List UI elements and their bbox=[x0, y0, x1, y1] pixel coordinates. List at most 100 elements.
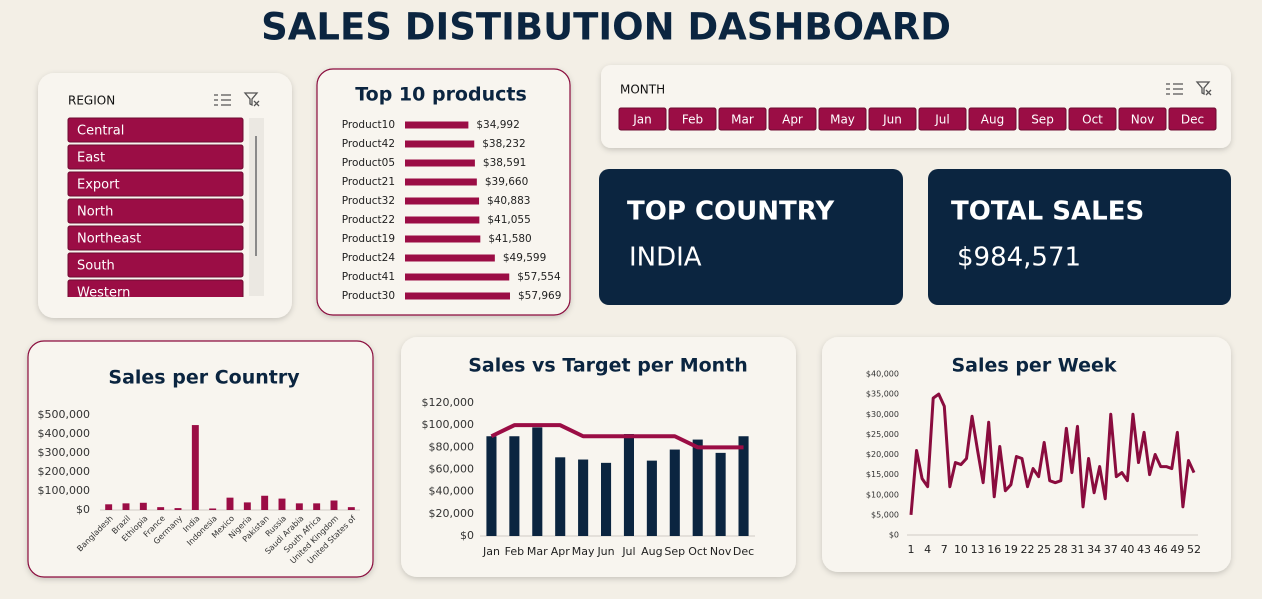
bar bbox=[578, 459, 589, 536]
y-tick-label: $0 bbox=[460, 529, 474, 542]
slicer-item-label[interactable]: Sep bbox=[1031, 113, 1054, 127]
y-tick-label: $35,000 bbox=[866, 390, 899, 399]
slicer-item-label[interactable]: East bbox=[77, 151, 105, 166]
slicer-item[interactable] bbox=[1118, 107, 1167, 131]
chart-title: Sales per Country bbox=[108, 367, 300, 389]
bar bbox=[405, 292, 510, 300]
clear-filter-icon[interactable] bbox=[243, 81, 1212, 107]
x-tick-label: 13 bbox=[971, 543, 985, 556]
kpi-card bbox=[928, 169, 1231, 305]
x-tick-label: 31 bbox=[1070, 543, 1084, 556]
y-tick-label: $20,000 bbox=[866, 450, 899, 459]
x-tick-label: Sep bbox=[664, 545, 685, 558]
x-tick-label: 28 bbox=[1054, 543, 1068, 556]
bar bbox=[532, 427, 543, 536]
slicer-item-label[interactable]: Jul bbox=[934, 113, 949, 127]
bar bbox=[405, 121, 469, 129]
slicer-item-label[interactable]: Nov bbox=[1131, 113, 1154, 127]
x-tick-label: 34 bbox=[1087, 543, 1101, 556]
x-tick-label: Oct bbox=[688, 545, 708, 558]
y-tick-label: $300,000 bbox=[38, 446, 91, 459]
slicer-item[interactable] bbox=[67, 225, 244, 251]
y-tick-label: $500,000 bbox=[38, 408, 91, 421]
multi-select-icon[interactable] bbox=[214, 83, 1183, 106]
slicer-item[interactable] bbox=[67, 144, 244, 170]
slicer-item-label[interactable]: Apr bbox=[782, 113, 803, 127]
slicer-item[interactable] bbox=[868, 107, 917, 131]
slicer-item[interactable] bbox=[67, 279, 244, 304]
x-tick-label: 40 bbox=[1120, 543, 1134, 556]
slicer-item[interactable] bbox=[67, 198, 244, 224]
line bbox=[909, 392, 1196, 516]
slicer-item[interactable] bbox=[618, 107, 667, 131]
x-tick-label: Jan bbox=[482, 545, 500, 558]
x-tick-label: Aug bbox=[641, 545, 662, 558]
bar bbox=[486, 436, 497, 536]
slicer-item[interactable] bbox=[67, 171, 244, 197]
x-tick-label: Jul bbox=[621, 545, 635, 558]
slicer-item-label[interactable]: Aug bbox=[981, 113, 1004, 127]
slicer-item-label[interactable]: Dec bbox=[1181, 113, 1204, 127]
slicer-item-label[interactable]: Oct bbox=[1082, 113, 1103, 127]
y-tick-label: Product30 bbox=[342, 290, 395, 302]
y-tick-label: Product10 bbox=[342, 119, 395, 131]
y-tick-label: Product24 bbox=[342, 252, 396, 264]
slicer-item-label[interactable]: North bbox=[77, 205, 113, 220]
y-tick-label: Product19 bbox=[342, 233, 395, 245]
bar bbox=[509, 436, 520, 536]
kpi-label: TOP COUNTRY bbox=[627, 197, 835, 227]
slicer-item-label[interactable]: Feb bbox=[682, 113, 703, 127]
slicer-item-label[interactable]: Western bbox=[77, 286, 130, 301]
slicer-item[interactable] bbox=[67, 117, 244, 143]
slicer-item-label[interactable]: Jun bbox=[882, 113, 902, 127]
slicer-item[interactable] bbox=[67, 252, 244, 278]
slicer-item-label[interactable]: Export bbox=[77, 178, 120, 193]
x-tick-label: 52 bbox=[1187, 543, 1201, 556]
slicer-item[interactable] bbox=[1168, 107, 1217, 131]
x-tick-label: 46 bbox=[1154, 543, 1168, 556]
bar bbox=[405, 159, 475, 167]
bar bbox=[405, 140, 475, 148]
bar bbox=[555, 457, 566, 536]
slicer-item[interactable] bbox=[968, 107, 1017, 131]
slicer-item-label[interactable]: Jan bbox=[632, 113, 652, 127]
scrollbar-thumb[interactable] bbox=[255, 136, 257, 256]
slicer-item[interactable] bbox=[668, 107, 717, 131]
y-tick-label: $60,000 bbox=[429, 463, 475, 476]
bar bbox=[122, 503, 130, 510]
bar bbox=[209, 508, 217, 510]
x-tick-label: 19 bbox=[1004, 543, 1018, 556]
y-tick-label: $5,000 bbox=[871, 510, 899, 519]
month-card bbox=[601, 65, 1231, 148]
slicer-label: MONTH bbox=[620, 83, 665, 97]
y-tick-label: $15,000 bbox=[866, 470, 899, 479]
slicer-item-label[interactable]: South bbox=[77, 259, 115, 274]
y-tick-label: $30,000 bbox=[866, 410, 899, 419]
slicer-item[interactable] bbox=[718, 107, 767, 131]
slicer-item[interactable] bbox=[1068, 107, 1117, 131]
slicer-label: REGION bbox=[68, 94, 115, 108]
x-tick-label: Feb bbox=[505, 545, 524, 558]
slicer-item[interactable] bbox=[818, 107, 867, 131]
x-tick-label: 10 bbox=[954, 543, 968, 556]
slicer-item-label[interactable]: Mar bbox=[731, 113, 754, 127]
value-label: $34,992 bbox=[476, 119, 519, 131]
slicer-item[interactable] bbox=[1018, 107, 1067, 131]
y-tick-label: $40,000 bbox=[429, 485, 475, 498]
y-tick-label: $100,000 bbox=[422, 418, 475, 431]
slicer-item-label[interactable]: Northeast bbox=[77, 232, 141, 247]
products-card bbox=[316, 68, 571, 316]
slicer-item-label[interactable]: Central bbox=[77, 124, 124, 139]
bar bbox=[669, 449, 680, 536]
x-tick-label: 16 bbox=[987, 543, 1001, 556]
x-tick-label: May bbox=[572, 545, 595, 558]
slicer-item-label[interactable]: May bbox=[830, 113, 855, 127]
y-tick-label: Product22 bbox=[342, 214, 395, 226]
value-label: $40,883 bbox=[487, 195, 530, 207]
bar bbox=[191, 425, 199, 510]
region-list: Central East Export North Northeast South West… bbox=[67, 117, 244, 304]
slicer-item[interactable] bbox=[918, 107, 967, 131]
slicer-item[interactable] bbox=[768, 107, 817, 131]
kpi-value: INDIA bbox=[629, 243, 702, 273]
y-tick-label: Product05 bbox=[342, 157, 395, 169]
